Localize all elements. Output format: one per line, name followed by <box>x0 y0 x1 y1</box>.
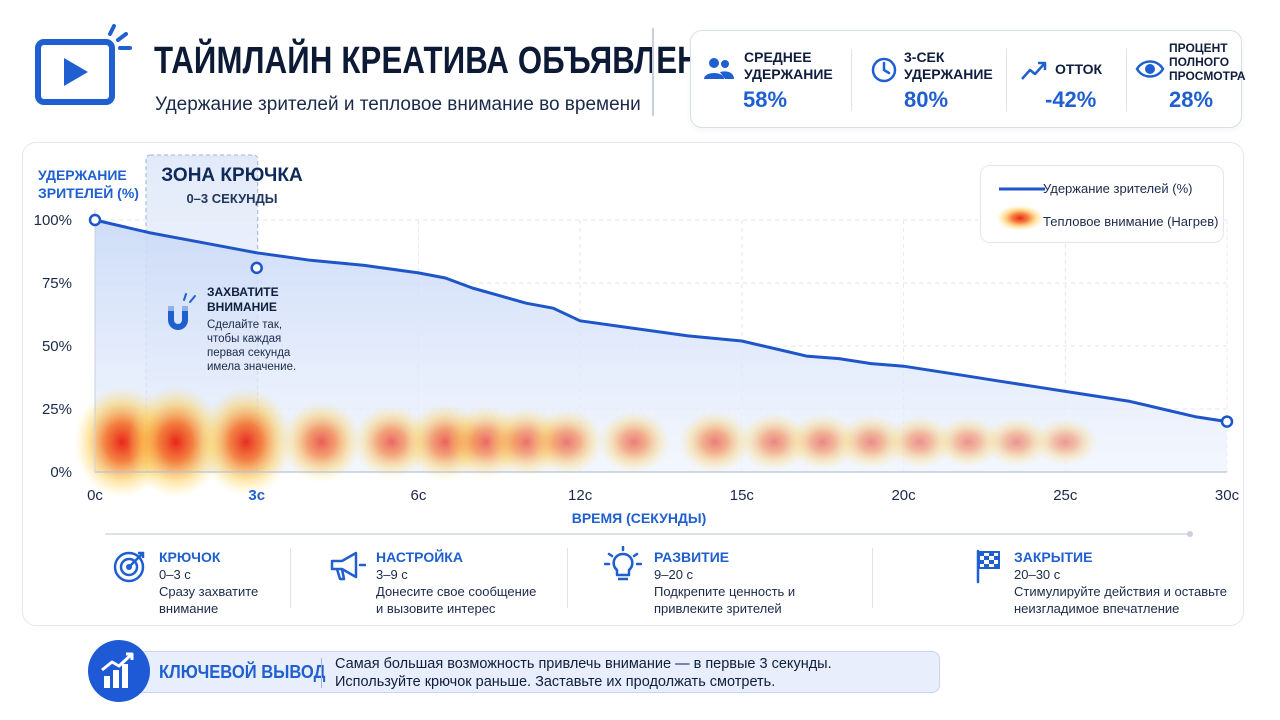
heat-blob <box>678 410 752 474</box>
heat-blob <box>597 410 671 474</box>
chart-axes <box>94 210 1227 537</box>
heat-blob <box>934 416 1002 468</box>
chart-labels: 0% 25% 50% 75% 100% 0с 3с 6с 12с 15с 20с 25с 30с УДЕР… <box>34 167 1240 526</box>
key-takeaway-label: КЛЮЧЕВОЙ ВЫВОД <box>159 662 326 682</box>
y-tick-label: 0% <box>50 464 72 481</box>
stage-description: Донесите свое сообщение и вызовите интере… <box>376 584 537 616</box>
heat-blob <box>738 412 810 472</box>
x-tick-label: 15с <box>730 487 755 504</box>
play-video-icon <box>35 24 132 105</box>
x-axis-title: ВРЕМЯ (СЕКУНДЫ) <box>572 510 707 526</box>
clock-icon <box>871 57 897 83</box>
x-tick-label: 12с <box>568 487 593 504</box>
stage-range: 0–3 с <box>159 567 191 582</box>
kpi-label: 3-СЕК УДЕРЖАНИЕ <box>904 49 993 82</box>
legend-line-swatch <box>999 187 1045 191</box>
data-point-marker <box>88 213 102 227</box>
kpi-value: 28% <box>1169 87 1214 112</box>
hook-zone-subtitle: 0–3 СЕКУНДЫ <box>186 191 278 206</box>
heat-blob <box>198 387 294 497</box>
heat-blob <box>280 401 363 483</box>
retention-line <box>94 218 1228 424</box>
stage-title: ЗАКРЫТИЕ <box>1014 549 1093 565</box>
key-takeaway-text: Самая большая возможность привлечь внима… <box>335 656 832 690</box>
y-axis-title: УДЕРЖАНИЕ <box>38 167 127 183</box>
heat-blob <box>529 408 604 476</box>
heat-blob <box>127 386 224 498</box>
y-axis-title: ЗРИТЕЛЕЙ (%) <box>38 184 139 201</box>
trend-icon <box>1021 61 1047 80</box>
stage-title: РАЗВИТИЕ <box>654 549 730 565</box>
page-subtitle: Удержание зрителей и тепловое внимание в… <box>155 94 641 115</box>
checkered-flag-icon <box>976 549 1000 584</box>
kpi-divider <box>851 49 852 111</box>
heat-blob <box>836 414 906 470</box>
hook-zone-title: ЗОНА КРЮЧКА <box>161 165 303 186</box>
y-tick-label: 25% <box>42 401 72 418</box>
target-icon <box>113 551 145 583</box>
y-tick-label: 50% <box>42 338 72 355</box>
kpi-divider <box>1126 49 1127 111</box>
growth-chart-icon <box>88 640 150 702</box>
x-tick-label: 30с <box>1215 487 1240 504</box>
kpi-divider <box>1006 49 1007 111</box>
stage-divider <box>290 548 291 608</box>
x-tick-label: 3с <box>248 487 265 504</box>
key-takeaway-box <box>96 651 940 693</box>
lightbulb-icon <box>604 546 642 581</box>
y-tick-label: 75% <box>42 275 72 292</box>
kpi-panel: СРЕДНЕЕ УДЕРЖАНИЕ 58% 3-СЕК УДЕРЖАНИЕ 80% … <box>690 30 1246 128</box>
stage-range: 3–9 с <box>376 567 408 582</box>
x-tick-label: 20с <box>891 487 916 504</box>
stage-range: 9–20 с <box>654 567 694 582</box>
heat-blob <box>885 415 954 469</box>
stage-range: 20–30 с <box>1014 567 1061 582</box>
stage-description: Стимулируйте действия и оставьте неизглад… <box>1014 584 1227 616</box>
users-icon <box>704 58 734 79</box>
kpi-value: -42% <box>1045 87 1097 112</box>
timeline-bar-end <box>1187 531 1193 537</box>
x-tick-label: 25с <box>1053 487 1078 504</box>
chart-markers <box>88 213 1234 428</box>
heat-blob <box>983 417 1051 467</box>
megaphone-icon <box>330 551 366 581</box>
key-takeaway-divider <box>321 658 322 688</box>
stage-description: Сразу захватите внимание <box>159 584 259 616</box>
legend-entry-retention: Удержание зрителей (%) <box>1043 181 1193 196</box>
kpi-value: 58% <box>743 87 788 112</box>
stage-divider <box>872 548 873 608</box>
title-divider <box>652 28 654 116</box>
stage-divider <box>567 548 568 608</box>
heat-attention <box>73 386 1098 498</box>
x-tick-label: 6с <box>411 487 427 504</box>
stage-title: НАСТРОЙКА <box>376 549 463 565</box>
stage-description: Подкрепите ценность и привлеките зрителей <box>654 584 796 616</box>
data-point-marker <box>250 261 263 275</box>
y-tick-label: 100% <box>34 212 72 229</box>
legend-entry-heat: Тепловое внимание (Нагрев) <box>1043 214 1219 229</box>
magnet-icon <box>168 293 196 330</box>
heat-blob <box>787 413 858 471</box>
heat-blob <box>1032 418 1098 466</box>
retention-line-path <box>94 218 1228 424</box>
annotation-title: ЗАХВАТИТЕ ВНИМАНИЕ <box>207 285 279 314</box>
chart-legend: Удержание зрителей (%) Тепловое внимание… <box>980 165 1224 243</box>
data-point-marker <box>1220 415 1234 428</box>
x-tick-label: 0с <box>87 487 103 504</box>
annotation-text: Сделайте так, чтобы каждая первая секунд… <box>207 319 297 373</box>
kpi-label: СРЕДНЕЕ УДЕРЖАНИЕ <box>744 49 833 82</box>
legend-heat-swatch <box>996 205 1044 231</box>
kpi-label: ОТТОК <box>1055 61 1103 77</box>
eye-icon <box>1135 60 1165 78</box>
page-title: ТАЙМЛАЙН КРЕАТИВА ОБЪЯВЛЕНИЯ <box>154 40 745 82</box>
kpi-value: 80% <box>904 87 949 112</box>
stage-title: КРЮЧОК <box>159 549 221 565</box>
kpi-label: ПРОЦЕНТ ПОЛНОГО ПРОСМОТРА <box>1169 41 1246 83</box>
